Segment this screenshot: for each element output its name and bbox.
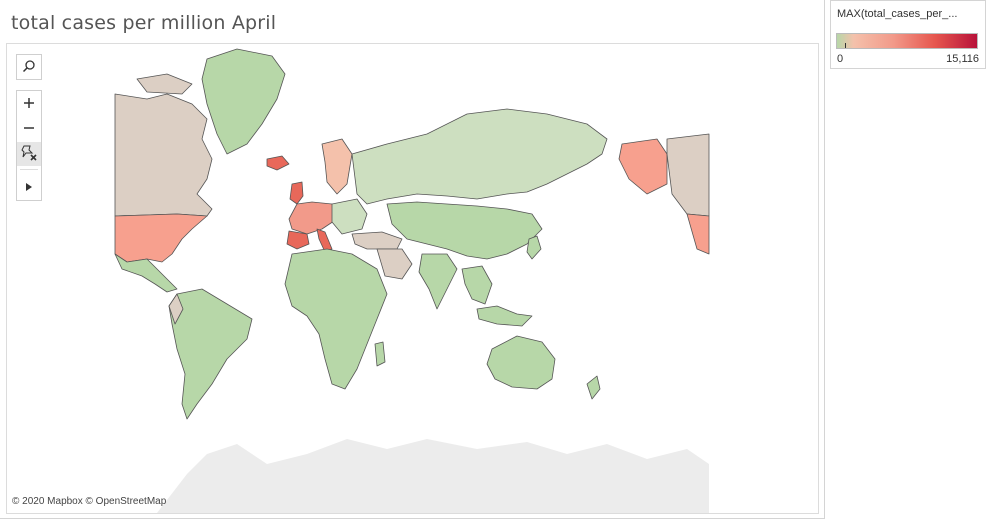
world-map[interactable] <box>7 44 818 513</box>
country-iran[interactable] <box>376 248 413 280</box>
country-alaska[interactable] <box>618 138 668 195</box>
country-canada[interactable] <box>114 93 213 217</box>
legend-title: MAX(total_cases_per_... <box>837 8 958 20</box>
play-arrow-icon <box>24 177 34 196</box>
expand-toolbar-button[interactable] <box>17 174 41 198</box>
map-view[interactable]: © 2020 Mapbox © OpenStreetMap <box>6 43 819 514</box>
zoom-controls <box>16 90 42 201</box>
pin-reset-icon <box>20 143 38 165</box>
antarctica <box>157 439 709 513</box>
search-button[interactable] <box>16 54 42 80</box>
toolbar-separator <box>20 169 38 170</box>
country-france-germany[interactable] <box>288 201 338 235</box>
zoom-out-button[interactable] <box>17 116 41 140</box>
country-eastern-europe[interactable] <box>331 198 368 235</box>
page-title: total cases per million April <box>11 12 277 34</box>
dashboard: total cases per million April <box>0 0 825 519</box>
country-greenland[interactable] <box>201 48 286 155</box>
zoom-in-button[interactable] <box>17 91 41 115</box>
color-legend[interactable]: MAX(total_cases_per_... 0 15,116 <box>830 0 986 69</box>
legend-gradient-bar <box>836 33 978 49</box>
country-africa[interactable] <box>284 248 388 390</box>
country-scandinavia[interactable] <box>321 138 353 195</box>
reset-map-button[interactable] <box>17 142 41 166</box>
country-colombia[interactable] <box>168 293 184 325</box>
country-usa-east[interactable] <box>686 213 710 255</box>
country-madagascar[interactable] <box>374 341 386 367</box>
country-china[interactable] <box>386 201 543 260</box>
country-iceland[interactable] <box>266 155 290 171</box>
search-icon <box>22 58 36 77</box>
country-canada-islands[interactable] <box>136 73 193 95</box>
plus-icon <box>23 94 35 113</box>
legend-max-label: 15,116 <box>946 53 979 65</box>
country-southeast-asia[interactable] <box>461 265 493 305</box>
country-australia[interactable] <box>486 335 556 390</box>
country-russia[interactable] <box>351 108 608 205</box>
country-spain[interactable] <box>286 230 310 250</box>
minus-icon <box>23 119 35 138</box>
map-attribution[interactable]: © 2020 Mapbox © OpenStreetMap <box>12 496 167 507</box>
country-indonesia[interactable] <box>476 305 533 327</box>
country-uk[interactable] <box>289 181 304 205</box>
country-india[interactable] <box>418 253 458 310</box>
legend-min-label: 0 <box>837 53 844 65</box>
ocean <box>115 52 709 513</box>
country-mexico[interactable] <box>114 253 178 293</box>
country-brazil[interactable] <box>168 288 253 420</box>
country-new-zealand[interactable] <box>586 375 601 400</box>
country-japan[interactable] <box>526 235 542 260</box>
legend-marker <box>845 43 846 48</box>
